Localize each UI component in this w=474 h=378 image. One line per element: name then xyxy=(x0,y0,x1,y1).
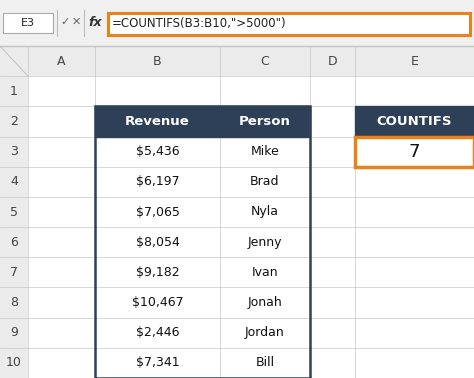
Bar xyxy=(355,106,474,136)
Text: Person: Person xyxy=(239,115,291,128)
Text: $7,341: $7,341 xyxy=(136,356,179,369)
Text: B: B xyxy=(153,54,162,68)
Text: 9: 9 xyxy=(10,326,18,339)
Text: Jenny: Jenny xyxy=(248,235,282,249)
Text: Bill: Bill xyxy=(255,356,274,369)
Bar xyxy=(0,0,474,46)
FancyBboxPatch shape xyxy=(3,13,53,33)
Text: fx: fx xyxy=(88,15,102,28)
Text: C: C xyxy=(261,54,269,68)
Text: $8,054: $8,054 xyxy=(136,235,180,249)
Text: A: A xyxy=(57,54,66,68)
Text: 10: 10 xyxy=(6,356,22,369)
FancyBboxPatch shape xyxy=(108,13,470,35)
Text: D: D xyxy=(328,54,337,68)
Text: Brad: Brad xyxy=(250,175,280,188)
Text: 7: 7 xyxy=(409,143,420,161)
Bar xyxy=(0,46,474,76)
Text: 7: 7 xyxy=(10,266,18,279)
Text: $5,436: $5,436 xyxy=(136,145,179,158)
Text: 8: 8 xyxy=(10,296,18,309)
Text: ✕: ✕ xyxy=(71,17,81,27)
Text: $2,446: $2,446 xyxy=(136,326,179,339)
Text: E: E xyxy=(410,54,419,68)
Text: =COUNTIFS(B3:B10,">5000"): =COUNTIFS(B3:B10,">5000") xyxy=(112,17,287,31)
Text: $9,182: $9,182 xyxy=(136,266,179,279)
Text: 1: 1 xyxy=(10,85,18,98)
FancyBboxPatch shape xyxy=(355,136,474,167)
Bar xyxy=(28,76,474,378)
Text: Ivan: Ivan xyxy=(252,266,278,279)
Text: E3: E3 xyxy=(21,18,35,28)
Bar xyxy=(95,106,310,136)
Text: Jonah: Jonah xyxy=(247,296,283,309)
Bar xyxy=(95,106,310,378)
Text: COUNTIFS: COUNTIFS xyxy=(377,115,452,128)
Text: Nyla: Nyla xyxy=(251,206,279,218)
Text: $6,197: $6,197 xyxy=(136,175,179,188)
Text: Mike: Mike xyxy=(251,145,279,158)
Text: ✓: ✓ xyxy=(60,17,70,27)
Text: Revenue: Revenue xyxy=(125,115,190,128)
Text: 3: 3 xyxy=(10,145,18,158)
Text: $10,467: $10,467 xyxy=(132,296,183,309)
Text: 4: 4 xyxy=(10,175,18,188)
Text: 6: 6 xyxy=(10,235,18,249)
Bar xyxy=(0,46,28,378)
Text: Jordan: Jordan xyxy=(245,326,285,339)
Text: 5: 5 xyxy=(10,206,18,218)
Text: $7,065: $7,065 xyxy=(136,206,180,218)
Text: 2: 2 xyxy=(10,115,18,128)
